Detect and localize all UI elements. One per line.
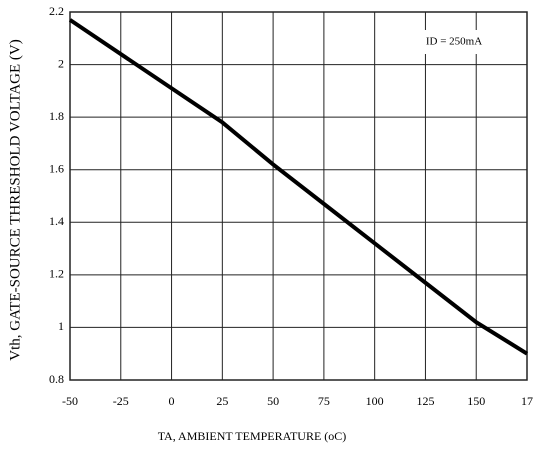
- annotation: ID = 250mA: [426, 36, 482, 48]
- data-line: [68, 18, 529, 356]
- x-tick-label: 0: [169, 394, 175, 408]
- y-tick-label: 1.8: [49, 109, 64, 123]
- x-tick-label: 125: [416, 394, 434, 408]
- y-axis-label: Vth, GATE-SOURCE THRESHOLD VOLTAGE (V): [7, 39, 23, 360]
- plot-frame: [69, 11, 528, 381]
- y-tick-label: 2.2: [49, 4, 64, 18]
- x-tick-label: 17: [521, 394, 533, 408]
- x-axis-label: TA, AMBIENT TEMPERATURE (oC): [158, 429, 347, 443]
- x-tick-label: -50: [62, 394, 78, 408]
- annotation-box: [410, 30, 498, 54]
- x-tick-label: 150: [467, 394, 485, 408]
- x-tick-label: 100: [366, 394, 384, 408]
- y-tick-label: 2: [58, 56, 64, 70]
- y-tick-label: 1.4: [49, 214, 64, 228]
- y-tick-label: 1.2: [49, 267, 64, 281]
- x-tick-label: -25: [113, 394, 129, 408]
- y-tick-label: 1: [58, 319, 64, 333]
- x-tick-label: 50: [267, 394, 279, 408]
- y-tick-label: 1.6: [49, 161, 64, 175]
- x-tick-label: 75: [318, 394, 330, 408]
- x-tick-label: 25: [216, 394, 228, 408]
- y-tick-label: 0.8: [49, 372, 64, 386]
